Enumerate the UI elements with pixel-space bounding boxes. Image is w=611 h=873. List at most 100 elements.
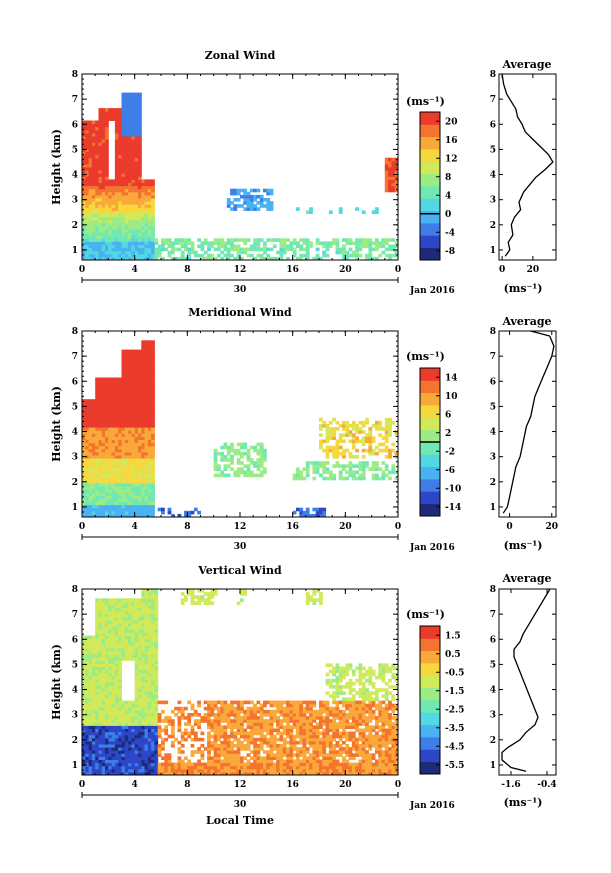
heatmap-cell xyxy=(98,377,103,382)
heatmap-cell xyxy=(105,386,109,391)
heatmap-cell xyxy=(144,253,149,258)
heatmap-cell xyxy=(236,461,241,465)
heatmap-cell xyxy=(95,383,99,388)
heatmap-cell xyxy=(223,244,228,249)
heatmap-cell xyxy=(88,198,93,202)
heatmap-cell xyxy=(230,703,234,708)
average-x-tick-label: 20 xyxy=(527,265,540,275)
heatmap-cell xyxy=(105,756,109,760)
heatmap-cell xyxy=(138,682,142,686)
heatmap-cell xyxy=(134,368,139,372)
heatmap-cell xyxy=(88,458,93,462)
heatmap-cell xyxy=(131,476,136,481)
heatmap-cell xyxy=(91,747,96,751)
heatmap-cell xyxy=(118,598,122,602)
heatmap-cell xyxy=(243,188,248,193)
heatmap-cell xyxy=(121,383,126,388)
heatmap-cell xyxy=(131,620,136,624)
heatmap-cell xyxy=(243,250,248,255)
heatmap-cell xyxy=(111,256,116,260)
heatmap-cell xyxy=(121,145,126,149)
heatmap-cell xyxy=(114,247,119,252)
heatmap-cell xyxy=(114,492,119,496)
heatmap-cell xyxy=(144,380,149,385)
heatmap-cell xyxy=(233,759,238,764)
heatmap-cell xyxy=(82,731,86,736)
heatmap-cell xyxy=(101,216,106,221)
heatmap-cell xyxy=(95,682,99,686)
heatmap-cell xyxy=(95,238,99,242)
heatmap-cell xyxy=(309,241,313,245)
heatmap-cell xyxy=(154,592,159,596)
heatmap-cell xyxy=(131,229,136,233)
heatmap-cell xyxy=(134,756,139,760)
heatmap-cell xyxy=(121,238,126,242)
heatmap-cell xyxy=(384,420,389,425)
heatmap-cell xyxy=(134,672,139,677)
heatmap-cell xyxy=(144,768,149,773)
heatmap-cell xyxy=(263,256,267,260)
heatmap-cell xyxy=(108,194,113,199)
heatmap-cell xyxy=(305,256,310,260)
heatmap-cell xyxy=(348,238,353,242)
heatmap-cell xyxy=(276,238,280,242)
heatmap-cell xyxy=(114,173,119,177)
heatmap-cell xyxy=(114,207,119,211)
heatmap-cell xyxy=(151,768,155,773)
heatmap-cell xyxy=(124,713,129,717)
heatmap-cell xyxy=(82,445,86,450)
heatmap-cell xyxy=(105,151,109,156)
heatmap-cell xyxy=(124,362,129,366)
heatmap-cell xyxy=(134,678,139,683)
heatmap-cell xyxy=(365,433,369,437)
heatmap-cell xyxy=(233,756,238,760)
heatmap-cell xyxy=(95,620,99,624)
heatmap-cell xyxy=(328,210,333,214)
heatmap-cell xyxy=(151,420,155,425)
heatmap-cell xyxy=(138,651,142,655)
heatmap-cell xyxy=(108,654,113,658)
heatmap-cell xyxy=(118,219,122,224)
heatmap-cell xyxy=(88,250,93,255)
heatmap-cell xyxy=(128,92,132,97)
heatmap-cell xyxy=(134,436,139,440)
heatmap-cell xyxy=(128,111,132,115)
heatmap-cell xyxy=(95,623,99,627)
heatmap-cell xyxy=(128,737,132,742)
heatmap-cell xyxy=(85,709,90,714)
heatmap-cell xyxy=(134,241,139,245)
heatmap-cell xyxy=(243,191,248,196)
heatmap-cell xyxy=(88,719,93,723)
heatmap-cell xyxy=(131,713,136,717)
heatmap-cell xyxy=(91,691,96,695)
heatmap-cell xyxy=(118,476,122,481)
heatmap-cell xyxy=(105,613,109,618)
heatmap-cell xyxy=(335,451,340,456)
heatmap-cell xyxy=(91,473,96,478)
heatmap-cell xyxy=(131,464,136,468)
heatmap-cell xyxy=(147,700,152,705)
heatmap-cell xyxy=(325,455,330,459)
heatmap-cell xyxy=(111,771,116,775)
heatmap-cell xyxy=(108,383,113,388)
heatmap-cell xyxy=(95,380,99,385)
heatmap-cell xyxy=(85,688,90,692)
heatmap-cell xyxy=(121,201,126,205)
heatmap-cell xyxy=(358,247,363,252)
heatmap-cell xyxy=(220,700,225,705)
heatmap-cell xyxy=(134,232,139,236)
heatmap-cell xyxy=(91,756,96,760)
heatmap-cell xyxy=(131,132,136,137)
heatmap-cell xyxy=(101,623,106,627)
heatmap-cell xyxy=(141,703,146,708)
heatmap-cell xyxy=(207,703,211,708)
heatmap-cell xyxy=(144,734,149,739)
heatmap-cell xyxy=(82,145,86,149)
heatmap-cell xyxy=(170,728,175,733)
average-y-tick-label: 5 xyxy=(490,145,496,155)
heatmap-cell xyxy=(345,256,350,260)
heatmap-cell xyxy=(141,185,146,190)
heatmap-cell xyxy=(141,458,146,462)
heatmap-cell xyxy=(154,740,159,745)
heatmap-cell xyxy=(220,747,225,751)
